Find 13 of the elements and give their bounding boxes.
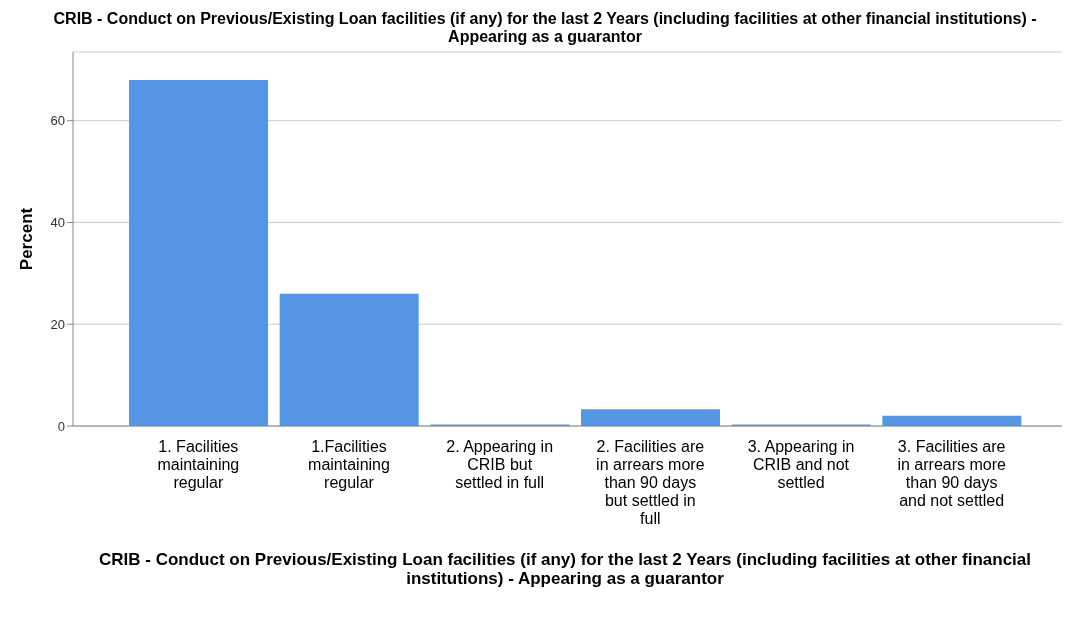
x-tick-label: 1.Facilities maintaining regular (308, 438, 390, 491)
y-tick-label: 20 (50, 316, 65, 332)
x-tick-label: 1. Facilities maintaining regular (157, 438, 240, 491)
x-axis-title: CRIB - Conduct on Previous/Existing Loan facilities (if any) for the last 2 Years (including facilities at other financial institutions) - Appearing as a guarantor (98, 549, 1032, 588)
y-tick-label: 60 (50, 113, 65, 129)
x-tick-label: 3. Facilities are in arrears more than 90 days and not settled (897, 438, 1006, 509)
chart-title: CRIB - Conduct on Previous/Existing Loan facilities (if any) for the last 2 Years (including facilities at other financial institutions) - Appearing as a guarantor (52, 9, 1038, 46)
x-tick-label: 3. Appearing in CRIB and not settled (747, 438, 855, 491)
y-axis-title: Percent (17, 207, 37, 271)
x-tick-label: 2. Appearing in CRIB but settled in full (446, 438, 554, 491)
y-tick-label: 0 (57, 418, 65, 434)
x-tick-label: 2. Facilities are in arrears more than 90 days but settled in full (596, 438, 705, 527)
y-tick-label: 40 (50, 215, 65, 231)
